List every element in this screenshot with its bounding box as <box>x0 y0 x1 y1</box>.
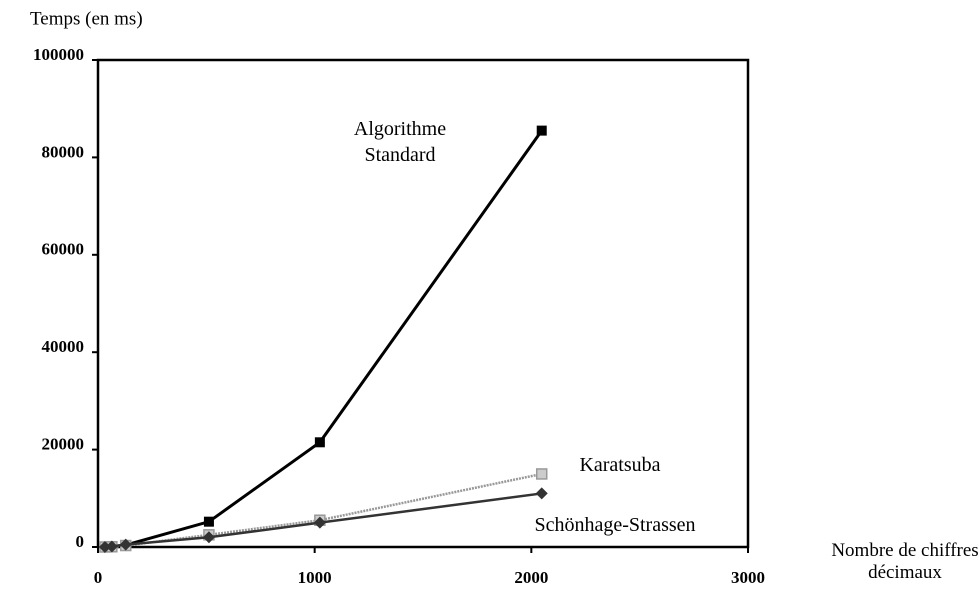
point <box>313 516 326 529</box>
point <box>202 531 215 544</box>
x-tick-label: 1000 <box>298 568 332 587</box>
series-line <box>104 472 542 549</box>
y-axis-label: Temps (en ms) <box>30 8 143 29</box>
point <box>314 437 325 448</box>
point <box>203 516 214 527</box>
y-tick-label: 80000 <box>42 142 85 161</box>
y-tick-label: 100000 <box>33 45 84 64</box>
series-label: Algorithme Standard <box>353 118 447 166</box>
point <box>119 538 132 551</box>
point <box>105 540 118 553</box>
point <box>98 541 111 553</box>
series-line <box>104 129 543 549</box>
y-tick-label: 40000 <box>42 337 85 356</box>
point <box>535 487 548 500</box>
x-tick-label: 2000 <box>514 568 548 587</box>
series-label: Karatsuba <box>579 454 661 476</box>
y-tick-label: 0 <box>76 532 85 551</box>
x-tick-label: 0 <box>94 568 103 587</box>
point <box>535 468 548 480</box>
y-tick-label: 60000 <box>42 240 85 259</box>
series-label: Schönhage-Strassen <box>534 514 696 536</box>
point <box>536 125 547 136</box>
x-tick-label: 3000 <box>731 568 765 587</box>
y-tick-label: 20000 <box>42 435 85 454</box>
x-axis-label: Nombre de chiffres décimaux <box>831 540 979 583</box>
plot-frame <box>96 58 750 549</box>
